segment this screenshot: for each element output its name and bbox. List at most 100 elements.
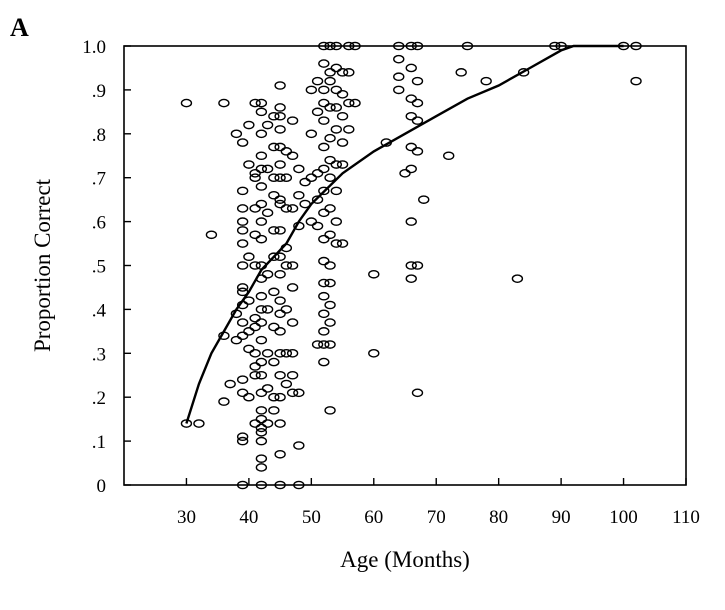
data-point xyxy=(324,340,336,349)
data-point xyxy=(180,98,193,108)
data-point xyxy=(411,116,424,125)
data-point xyxy=(268,173,280,182)
data-point xyxy=(411,388,424,398)
data-point xyxy=(330,103,343,112)
data-point xyxy=(368,348,380,358)
data-point xyxy=(243,252,255,262)
data-point xyxy=(293,190,305,200)
data-point xyxy=(243,392,255,402)
data-point xyxy=(243,120,255,130)
data-point xyxy=(336,239,349,248)
data-point xyxy=(268,226,280,235)
data-point xyxy=(255,151,268,161)
data-point xyxy=(630,76,642,86)
data-point xyxy=(324,230,336,240)
y-tick-label: .9 xyxy=(92,81,106,102)
data-point xyxy=(255,414,268,424)
data-point xyxy=(318,85,330,95)
data-point xyxy=(286,318,299,327)
data-point xyxy=(330,63,343,73)
data-point xyxy=(249,261,261,270)
data-point xyxy=(261,269,274,279)
data-point xyxy=(324,278,336,288)
data-point xyxy=(230,129,243,139)
data-point xyxy=(318,327,330,336)
data-point xyxy=(255,217,268,226)
data-point xyxy=(299,177,311,187)
data-point xyxy=(274,296,286,305)
data-point xyxy=(243,327,255,336)
data-point xyxy=(305,173,318,182)
data-point xyxy=(236,138,249,147)
data-point xyxy=(236,432,249,442)
data-point xyxy=(236,261,249,270)
panel-label: A xyxy=(10,13,29,42)
data-point xyxy=(318,357,330,367)
data-point xyxy=(255,98,268,108)
data-point xyxy=(280,305,293,314)
data-point xyxy=(268,322,280,332)
data-point xyxy=(218,397,230,406)
data-point xyxy=(274,269,286,279)
data-point xyxy=(255,291,268,301)
data-point xyxy=(236,283,249,292)
data-point xyxy=(218,98,230,108)
data-point xyxy=(274,125,286,134)
data-point xyxy=(324,261,336,270)
data-point xyxy=(318,98,330,108)
data-point xyxy=(324,300,336,310)
data-point xyxy=(261,419,274,428)
data-point xyxy=(268,392,280,402)
data-point xyxy=(318,340,330,349)
data-point xyxy=(318,208,330,218)
data-point xyxy=(236,318,249,327)
data-point xyxy=(255,164,268,174)
x-tick-label: 80 xyxy=(489,507,508,528)
data-point xyxy=(236,388,249,398)
data-point xyxy=(230,335,243,345)
x-tick-label: 30 xyxy=(177,507,196,528)
data-points xyxy=(180,41,642,490)
data-point xyxy=(324,68,336,77)
data-point xyxy=(305,217,318,226)
data-point xyxy=(311,76,324,86)
data-point xyxy=(517,68,530,77)
data-point xyxy=(411,261,424,270)
data-point xyxy=(330,125,343,134)
data-point xyxy=(255,199,268,209)
data-point xyxy=(324,133,336,143)
data-point xyxy=(324,155,336,165)
data-point xyxy=(236,186,249,196)
data-point xyxy=(411,147,424,156)
data-point xyxy=(480,76,492,86)
data-point xyxy=(274,226,286,235)
data-point xyxy=(405,261,417,270)
data-point xyxy=(280,379,293,389)
data-point xyxy=(318,164,330,174)
data-point xyxy=(249,419,261,428)
data-point xyxy=(255,357,268,367)
data-point xyxy=(305,85,318,95)
data-point xyxy=(255,423,268,433)
data-point xyxy=(274,419,286,428)
data-point xyxy=(236,217,249,226)
data-point xyxy=(268,287,280,297)
data-point xyxy=(236,226,249,235)
data-point xyxy=(311,221,324,231)
data-point xyxy=(249,348,261,358)
data-point xyxy=(268,252,280,262)
data-point xyxy=(243,160,255,169)
data-point xyxy=(318,256,330,266)
data-point xyxy=(280,204,293,213)
data-point xyxy=(249,98,261,108)
data-point xyxy=(324,76,336,86)
data-point xyxy=(249,362,261,371)
data-point xyxy=(405,63,417,73)
data-point xyxy=(249,173,261,182)
data-point xyxy=(236,239,249,248)
data-point xyxy=(249,204,261,213)
y-tick-label: .6 xyxy=(92,213,106,234)
data-point xyxy=(336,160,349,169)
y-tick-label: .8 xyxy=(92,125,106,146)
